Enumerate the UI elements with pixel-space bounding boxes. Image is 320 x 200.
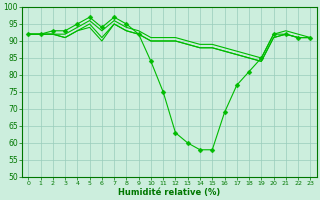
X-axis label: Humidité relative (%): Humidité relative (%): [118, 188, 220, 197]
